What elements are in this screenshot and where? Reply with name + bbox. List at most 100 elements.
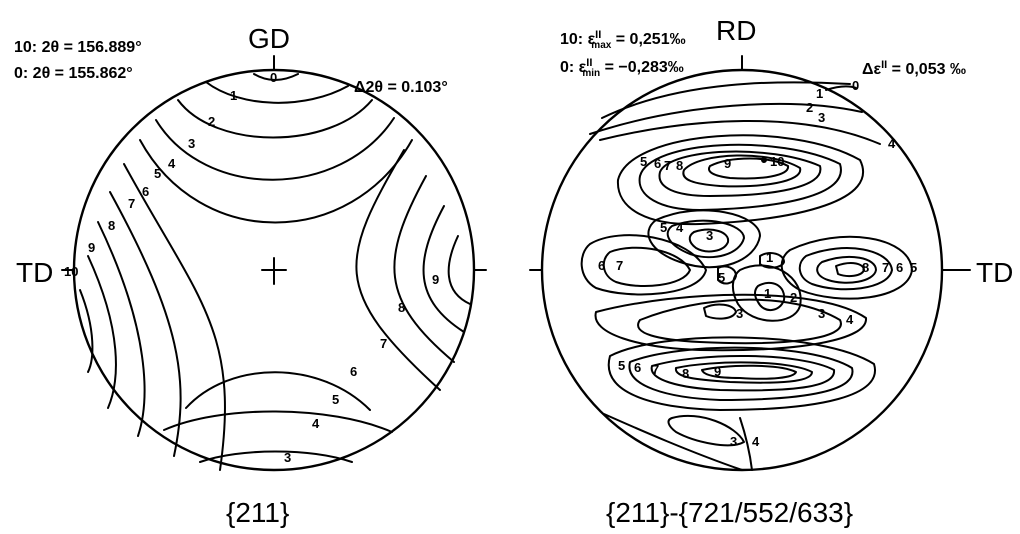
left-contour-5 (123, 163, 226, 471)
right-contour-lower-9 (701, 364, 797, 380)
right-label-mid4: 4 (676, 220, 684, 235)
right-contour-bottom-edge (603, 413, 743, 471)
right-contour-lower-7 (650, 355, 836, 392)
right-label-right8: 8 (862, 260, 869, 275)
left-contour-r6 (393, 175, 455, 363)
right-max-point (761, 157, 767, 163)
right-contour-right-8 (835, 262, 865, 278)
right-label-right7: 7 (882, 260, 889, 275)
right-label-center2: 2 (790, 290, 797, 305)
right-contour-center-1 (754, 281, 786, 311)
right-contour-bottom-4 (739, 417, 753, 471)
right-contour-top-0 (825, 85, 857, 91)
right-contour-right-5 (780, 235, 913, 300)
right-label-3: 3 (818, 110, 825, 125)
right-axis-top-label: RD (716, 15, 756, 46)
right-label-0: 0 (852, 78, 859, 93)
left-label-7: 7 (128, 196, 135, 211)
right-contour-upper-5 (616, 134, 864, 226)
left-label-10: 10 (64, 264, 78, 279)
right-label-5: 5 (640, 154, 647, 169)
right-contour-right-7 (816, 255, 877, 284)
left-caption: {211} (226, 497, 289, 528)
right-label-10: 10 (770, 154, 784, 169)
right-label-center4: 4 (846, 312, 854, 327)
left-label-9: 9 (88, 240, 95, 255)
right-contour-upper-8 (682, 154, 802, 188)
right-header-min: 0: εII min = −0,283‰ (560, 57, 684, 79)
right-label-center5: 5 (718, 270, 725, 285)
right-label-lower6: 6 (634, 360, 641, 375)
right-contour-top-2 (589, 102, 863, 135)
left-pole-figure: 10: 2θ = 156.889° 0: 2θ = 155.862° Δ2θ =… (14, 23, 487, 528)
left-label-b4: 4 (312, 416, 320, 431)
right-contour-center-4 (594, 293, 868, 352)
right-label-left6: 6 (598, 258, 605, 273)
left-label-2: 2 (208, 114, 215, 129)
right-label-right6: 6 (896, 260, 903, 275)
left-axis-top-label: GD (248, 23, 290, 54)
left-contour-4 (139, 139, 413, 224)
right-label-2: 2 (806, 100, 813, 115)
left-label-b3: 3 (284, 450, 291, 465)
right-contour-mid-5 (647, 209, 761, 269)
right-label-small3: 3 (736, 306, 743, 321)
right-label-mid3: 3 (706, 228, 713, 243)
right-contour-lower-5 (607, 336, 877, 411)
left-contour-r7 (422, 205, 465, 333)
left-label-r7: 7 (380, 336, 387, 351)
left-label-4: 4 (168, 156, 176, 171)
left-contour-b4 (163, 410, 393, 433)
right-label-1: 1 (816, 86, 823, 101)
left-label-r8: 8 (398, 300, 405, 315)
right-contour-lower-6 (628, 346, 854, 401)
left-header-min: 0: 2θ = 155.862° (14, 65, 133, 82)
right-label-4: 4 (888, 136, 896, 151)
left-contour-9 (79, 289, 94, 373)
left-label-8: 8 (108, 218, 115, 233)
right-label-6: 6 (654, 156, 661, 171)
right-label-9: 9 (724, 156, 731, 171)
left-contour-b3 (199, 450, 353, 463)
right-label-7: 7 (664, 158, 671, 173)
left-label-b5: 5 (332, 392, 339, 407)
right-contour-center-2 (732, 264, 802, 322)
left-contour-1 (205, 81, 349, 104)
right-label-left7: 7 (616, 258, 623, 273)
right-contour-mid-3 (688, 228, 730, 253)
left-contour-0 (253, 73, 299, 81)
right-contour-left-7 (602, 246, 691, 287)
left-contour-r8 (447, 235, 471, 305)
left-label-3: 3 (188, 136, 195, 151)
left-contour-6 (109, 191, 182, 457)
left-contour-7 (97, 221, 146, 437)
right-contour-center-6 (717, 265, 737, 285)
left-axis-left-label: TD (16, 257, 53, 288)
left-label-r9: 9 (432, 272, 439, 287)
right-header-max: 10: εII max = 0,251‰ (560, 29, 686, 51)
right-pole-figure: 10: εII max = 0,251‰ 0: εII min = −0,283‰ … (529, 15, 1013, 528)
right-label-8: 8 (676, 158, 683, 173)
right-contour-lower-8 (675, 361, 813, 384)
right-label-bottom4: 4 (752, 434, 760, 449)
right-label-lower5: 5 (618, 358, 625, 373)
left-label-r6: 6 (350, 364, 357, 379)
right-label-mid5: 5 (660, 220, 667, 235)
right-label-center1: 1 (764, 286, 771, 301)
right-label-bottom3: 3 (730, 434, 737, 449)
right-axis-right-label: TD (976, 257, 1013, 288)
left-label-5: 5 (154, 166, 161, 181)
right-header-delta: ΔεII = 0,053 ‰ (862, 59, 966, 78)
left-contour-b5 (185, 371, 371, 411)
left-header-delta: Δ2θ = 0.103° (354, 79, 448, 96)
right-label-lower7: 7 (652, 362, 659, 377)
right-contour-center-3 (637, 298, 842, 345)
right-contour-left-6 (580, 234, 707, 296)
right-contour-right-6 (798, 247, 893, 291)
left-contour-3 (155, 117, 395, 181)
right-contour-bottom-3 (667, 414, 745, 447)
right-contour-upper-9 (708, 157, 789, 180)
right-label-center3: 3 (818, 306, 825, 321)
left-contour-8 (87, 255, 117, 409)
